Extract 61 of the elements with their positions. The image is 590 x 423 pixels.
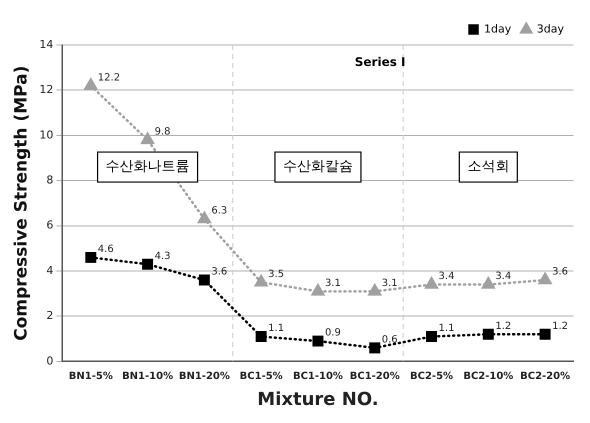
data-label: 6.3 — [211, 206, 228, 217]
point — [482, 277, 495, 289]
y-tick-label: 8 — [46, 173, 54, 186]
annotation: 수산화칼슘 — [282, 158, 353, 175]
data-label: 3.6 — [211, 266, 228, 278]
point — [540, 328, 551, 340]
point — [256, 331, 267, 342]
data-label: 1.2 — [495, 320, 512, 332]
x-axis-title: Mixture NO. — [257, 388, 379, 410]
x-tick-label: BC1-5% — [240, 370, 283, 382]
point — [254, 275, 268, 287]
y-tick-label: 10 — [39, 128, 54, 142]
legend-label: 1day — [484, 22, 512, 36]
annotation: 수산화나트륨 — [106, 158, 190, 175]
point — [198, 274, 210, 286]
data-label: 1.1 — [438, 323, 454, 334]
data-label: 0.9 — [324, 328, 341, 339]
data-label: 9.8 — [154, 126, 170, 138]
point — [142, 258, 154, 270]
point — [85, 252, 96, 263]
y-tick-label: 14 — [39, 38, 54, 51]
point — [368, 284, 382, 296]
data-label: 3.1 — [324, 278, 341, 289]
point — [198, 212, 211, 224]
x-tick-label: BC2-5% — [410, 370, 454, 382]
point — [425, 277, 438, 289]
data-label: 3.6 — [552, 266, 568, 278]
point — [538, 272, 552, 284]
annotation: 소석회 — [467, 158, 510, 175]
data-label: 1.2 — [552, 320, 568, 332]
point — [369, 342, 380, 354]
data-label: 12.2 — [98, 72, 120, 84]
x-tick-label: BN1-20% — [178, 370, 230, 382]
y-axis-title: Compressive Strength (MPa) — [12, 66, 32, 341]
y-tick-label: 0 — [46, 354, 54, 368]
x-tick-label: BC2-10% — [463, 370, 514, 382]
y-tick-label: 6 — [46, 218, 54, 232]
data-label: 3.5 — [268, 268, 284, 280]
data-label: 0.6 — [382, 334, 398, 346]
x-tick-label: BC1-10% — [292, 370, 343, 382]
data-label: 3.4 — [495, 271, 512, 282]
x-tick-label: BC2-20% — [520, 370, 570, 382]
data-label: 4.6 — [98, 244, 114, 256]
data-label: 1.1 — [268, 323, 284, 334]
data-label: 3.1 — [382, 278, 398, 289]
x-tick-label: BN1-10% — [122, 370, 174, 382]
point — [312, 284, 324, 296]
y-tick-label: 12 — [39, 83, 54, 96]
annotation: Series Ⅰ — [354, 55, 406, 70]
legend-label: 3day — [536, 22, 564, 36]
point — [426, 331, 438, 342]
x-tick-label: BN1-5% — [68, 370, 113, 382]
data-label: 4.3 — [154, 250, 170, 262]
y-tick-label: 2 — [46, 309, 54, 322]
data-label: 3.4 — [438, 271, 454, 282]
point — [141, 132, 154, 144]
x-tick-label: BC1-20% — [350, 370, 400, 382]
point — [84, 78, 98, 90]
point — [312, 336, 324, 347]
point — [482, 328, 494, 340]
y-tick-label: 4 — [46, 264, 54, 277]
